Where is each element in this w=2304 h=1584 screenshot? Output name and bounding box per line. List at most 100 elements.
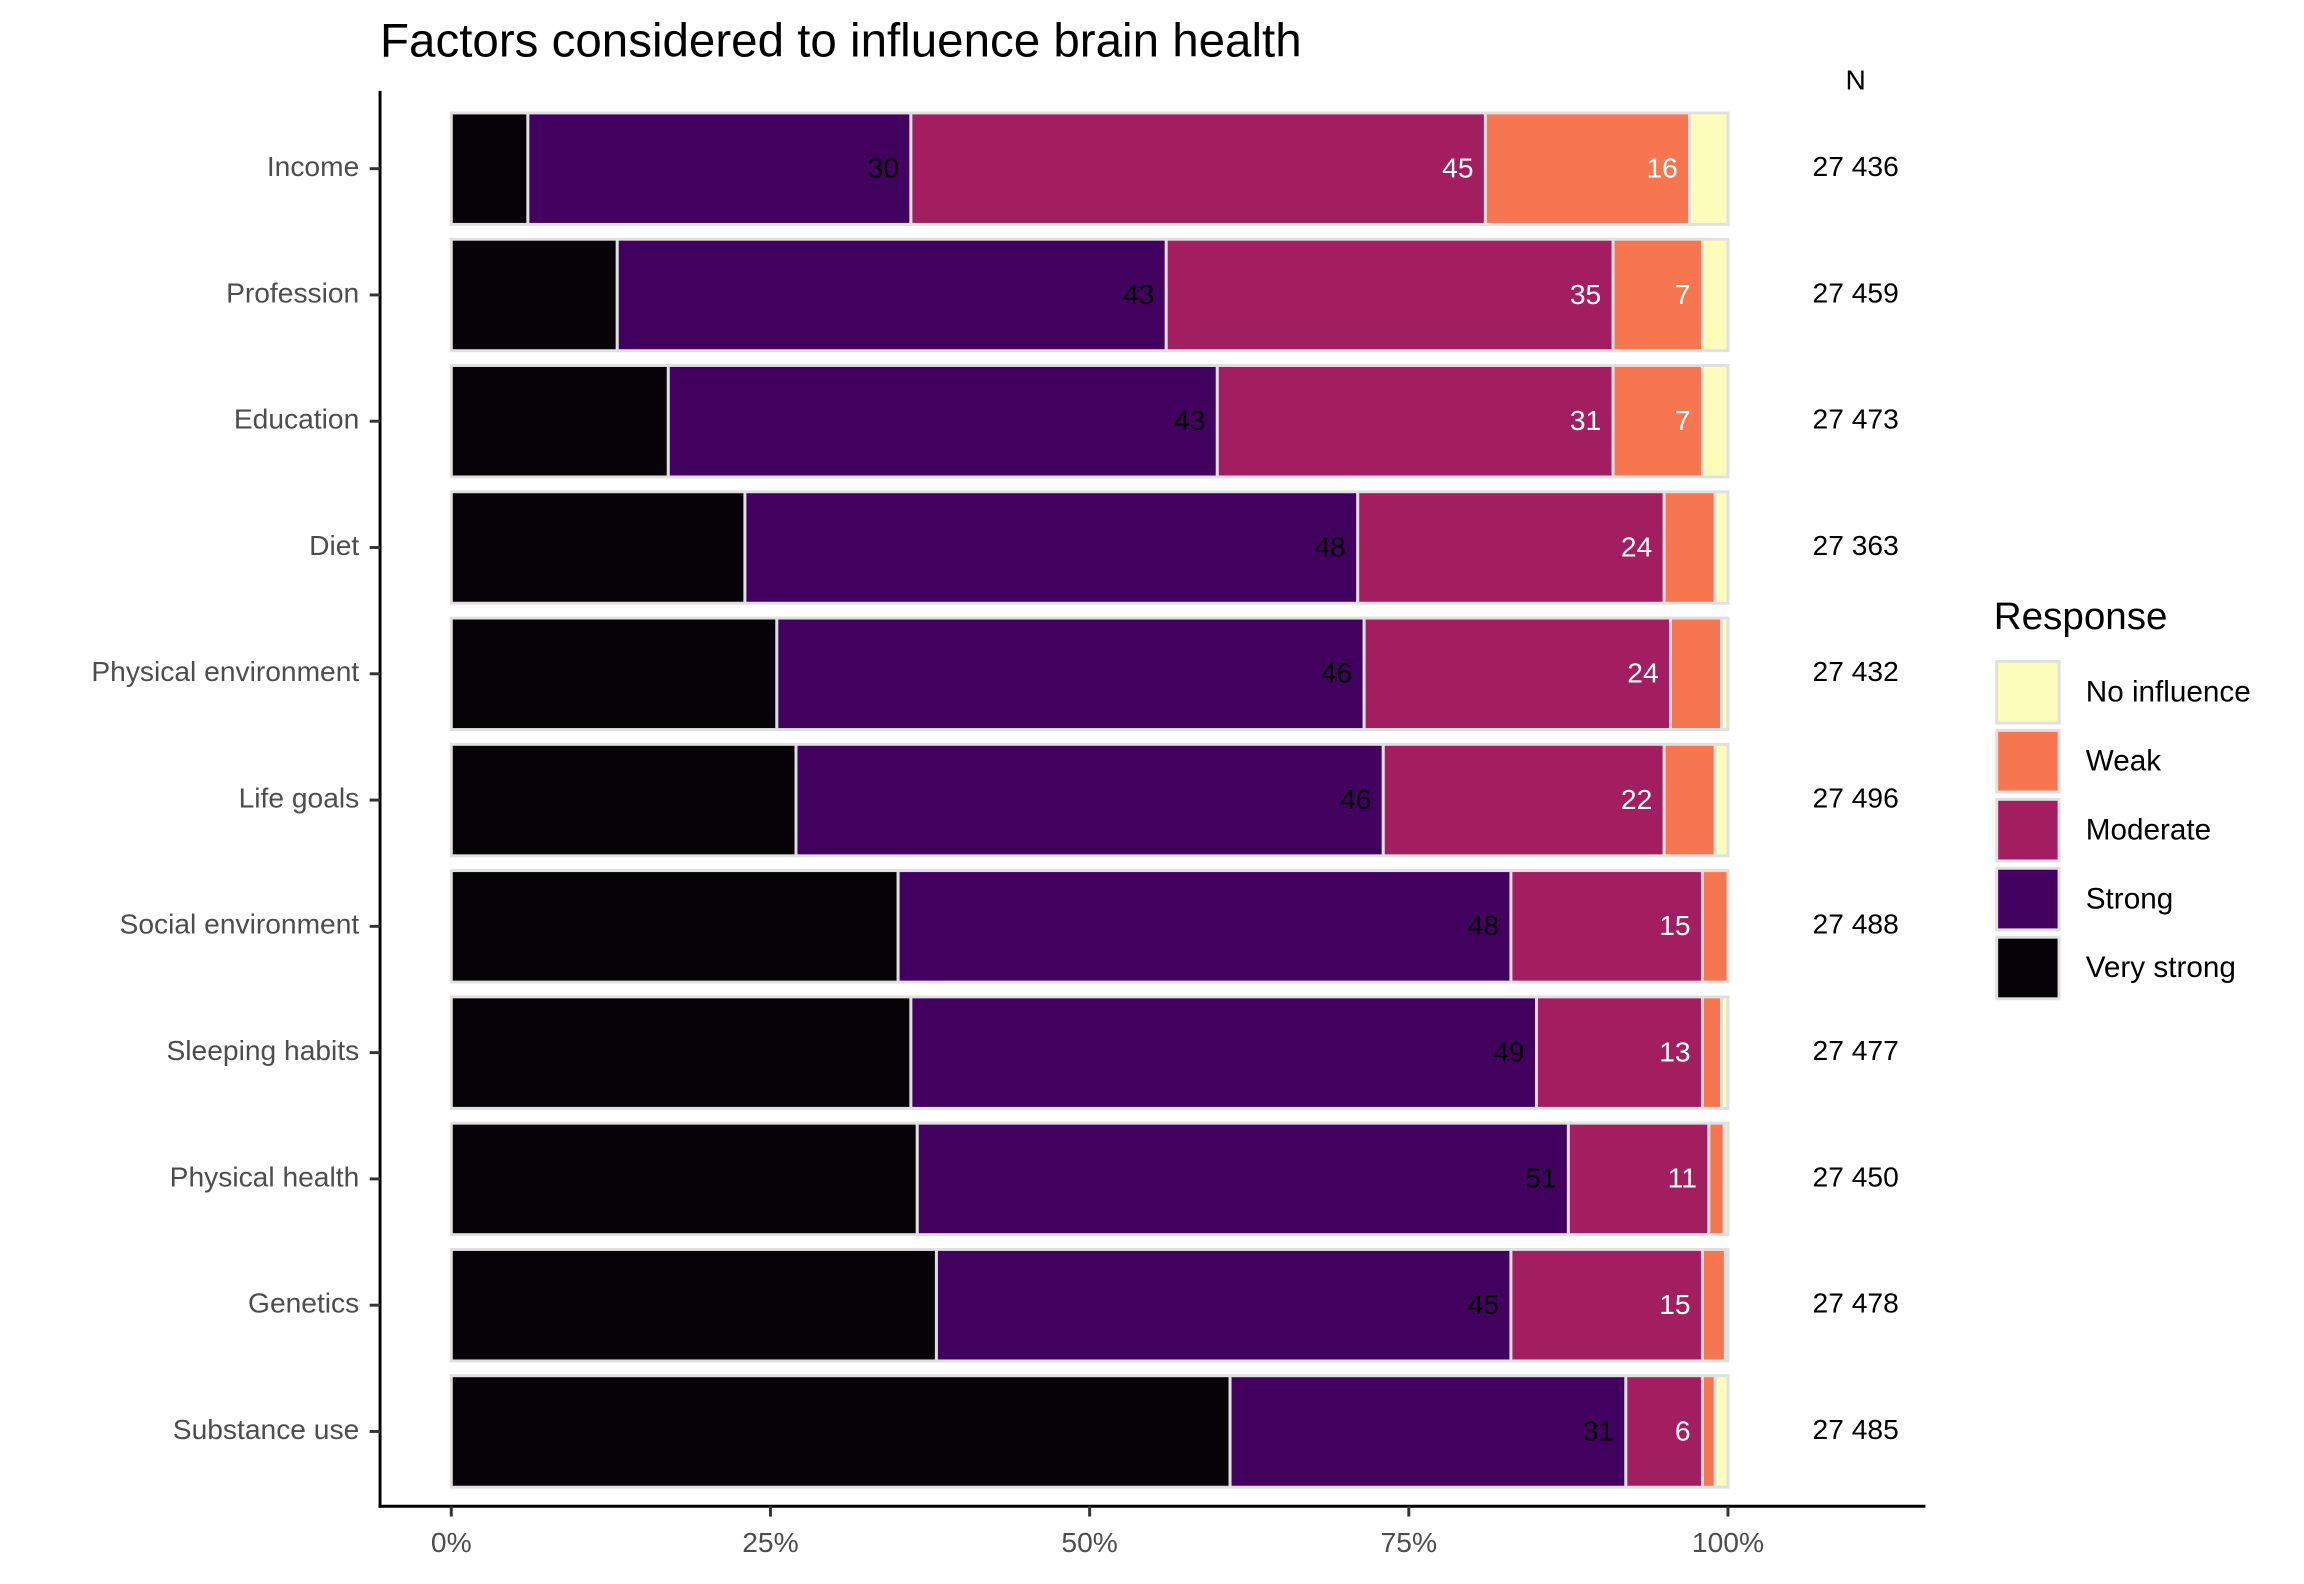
bar-segment [615,237,1168,353]
data-label: 46 [1340,784,1371,815]
legend-title: Response [1994,595,2168,638]
bar-segment [909,995,1538,1110]
y-tick-label: Profession [226,277,359,308]
bar-segment [1566,1121,1711,1237]
x-tick-label: 100% [1692,1527,1764,1558]
legend-swatch [1995,797,2061,863]
data-label: 49 [1493,1037,1524,1068]
y-tick-label: Physical health [170,1161,360,1192]
bar-segment [1534,995,1704,1110]
bar-segment [915,1121,1570,1237]
x-tick-label: 0% [431,1527,472,1558]
bar-segment [449,1247,938,1363]
bar-segment [449,995,913,1110]
bar-segment [1662,742,1717,858]
bar-segment [1164,237,1615,353]
legend-swatch [1995,728,2061,794]
data-label: 48 [1315,531,1346,562]
bar-segment [1611,237,1704,353]
bar-segment [449,490,747,605]
data-label: 15 [1659,910,1690,941]
bar-segment [1624,1374,1704,1489]
bar-segment [1722,1121,1730,1237]
n-label: 27 477 [1813,1035,1899,1066]
n-label: 27 478 [1813,1288,1899,1319]
data-label: 15 [1659,1289,1690,1320]
y-tick-label: Physical environment [91,656,359,687]
data-label: 45 [1442,153,1473,184]
y-tick-label: Social environment [120,909,360,940]
x-tick-label: 75% [1381,1527,1437,1558]
n-label: 27 488 [1813,909,1899,940]
bar-segment [449,869,900,984]
data-label: 13 [1659,1037,1690,1068]
data-label: 7 [1675,405,1691,436]
data-label: 43 [1174,405,1205,436]
y-tick-label: Substance use [173,1414,359,1445]
bar-segment [1700,995,1724,1110]
data-label: 30 [868,153,899,184]
data-label: 46 [1321,658,1352,689]
n-label: 27 450 [1813,1161,1899,1192]
y-tick-label: Diet [309,530,359,561]
y-tick-label: Income [267,151,359,182]
bar-segment [1700,1374,1717,1489]
n-label: 27 363 [1813,530,1899,561]
data-label: 31 [1570,405,1601,436]
legend-label: No influence [2086,676,2251,709]
data-label: 11 [1668,1163,1697,1194]
chart-title: Factors considered to influence brain he… [380,15,1302,68]
bar-segment [1215,364,1615,479]
data-label: 6 [1675,1415,1691,1446]
data-label: 7 [1675,279,1691,310]
legend-swatch [1995,935,2061,1001]
y-tick-label: Life goals [239,783,360,814]
bar-segment [449,616,779,731]
data-label: 51 [1525,1163,1556,1194]
x-tick-label: 50% [1061,1527,1117,1558]
legend-swatch [1995,660,2061,725]
bar-segment [1713,490,1730,605]
bar-segment [1720,616,1730,731]
bar-segment [1700,869,1730,984]
bar-segment [1700,364,1730,479]
bar-segment [666,364,1219,479]
bar-segment [1362,616,1673,731]
bar-segment [934,1247,1513,1363]
n-label: 27 473 [1813,404,1899,435]
bar-segment [1700,1247,1727,1363]
legend-label: Strong [2086,882,2173,915]
n-title: N [1845,65,1865,96]
bar-segment [1713,1374,1730,1489]
bar-segment [1611,364,1704,479]
bar-segment [449,111,530,226]
bar-segment [1669,616,1724,731]
data-label: 24 [1621,531,1652,562]
n-label: 27 436 [1813,151,1899,182]
bar-segment [743,490,1360,605]
n-label: 27 432 [1813,656,1899,687]
data-label: 22 [1621,784,1652,815]
bar-segment [449,1121,919,1237]
data-label: 45 [1468,1289,1499,1320]
data-label: 35 [1570,279,1601,310]
bar-segment [449,1374,1232,1489]
bar-segment [1662,490,1717,605]
bar-segment [1707,1121,1726,1237]
bar-segment [1713,742,1730,858]
bar-segment [775,616,1366,731]
bar-segment [1723,1247,1730,1363]
bar-segment [449,364,670,479]
bar-segment [1356,490,1666,605]
bar-segment [1688,111,1730,226]
legend-swatch [1995,866,2061,932]
bar-segment [909,111,1487,226]
y-tick-label: Genetics [248,1288,359,1319]
bar-segment [449,237,619,353]
bar-segment [526,111,913,226]
n-label: 27 459 [1813,277,1899,308]
bar-segment [1720,995,1730,1110]
y-tick-label: Education [234,404,359,435]
